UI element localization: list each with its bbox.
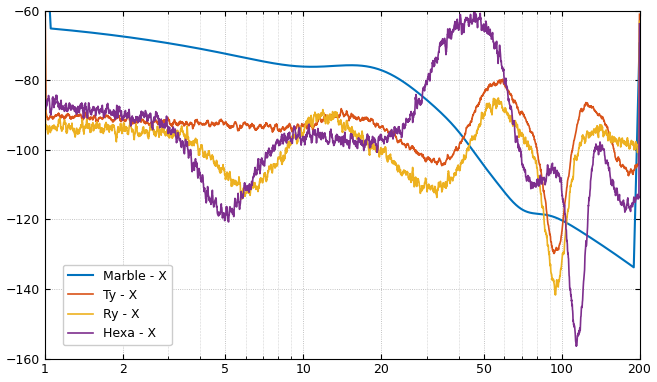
Ty - X — [144, 121, 152, 125]
Ty - X — [108, 120, 116, 124]
Ry - X — [624, 142, 632, 146]
Ty - X — [560, 209, 568, 213]
Ry - X — [560, 251, 568, 256]
Line: Ry - X: Ry - X — [45, 0, 639, 295]
Hexa - X — [560, 203, 568, 207]
Hexa - X — [635, 21, 643, 26]
Hexa - X — [144, 118, 152, 123]
Ty - X — [635, 12, 643, 16]
Hexa - X — [572, 344, 580, 348]
Ty - X — [550, 251, 558, 256]
Marble - X — [269, 61, 277, 65]
Marble - X — [630, 265, 638, 270]
Marble - X — [635, 41, 643, 46]
Line: Marble - X: Marble - X — [45, 0, 639, 267]
Ty - X — [269, 128, 277, 133]
Marble - X — [144, 38, 152, 42]
Ry - X — [144, 133, 152, 137]
Marble - X — [295, 64, 303, 69]
Line: Ty - X: Ty - X — [45, 0, 639, 254]
Ty - X — [295, 123, 303, 128]
Line: Hexa - X: Hexa - X — [45, 0, 639, 346]
Ry - X — [551, 293, 559, 297]
Hexa - X — [269, 146, 277, 151]
Marble - X — [108, 33, 116, 37]
Hexa - X — [108, 112, 116, 117]
Marble - X — [560, 219, 568, 223]
Hexa - X — [295, 129, 303, 133]
Hexa - X — [624, 201, 632, 205]
Ry - X — [108, 122, 116, 127]
Ty - X — [624, 170, 632, 175]
Ry - X — [295, 128, 303, 133]
Marble - X — [624, 261, 632, 265]
Ry - X — [269, 164, 277, 169]
Ry - X — [635, 19, 643, 23]
Legend: Marble - X, Ty - X, Ry - X, Hexa - X: Marble - X, Ty - X, Ry - X, Hexa - X — [63, 265, 172, 345]
